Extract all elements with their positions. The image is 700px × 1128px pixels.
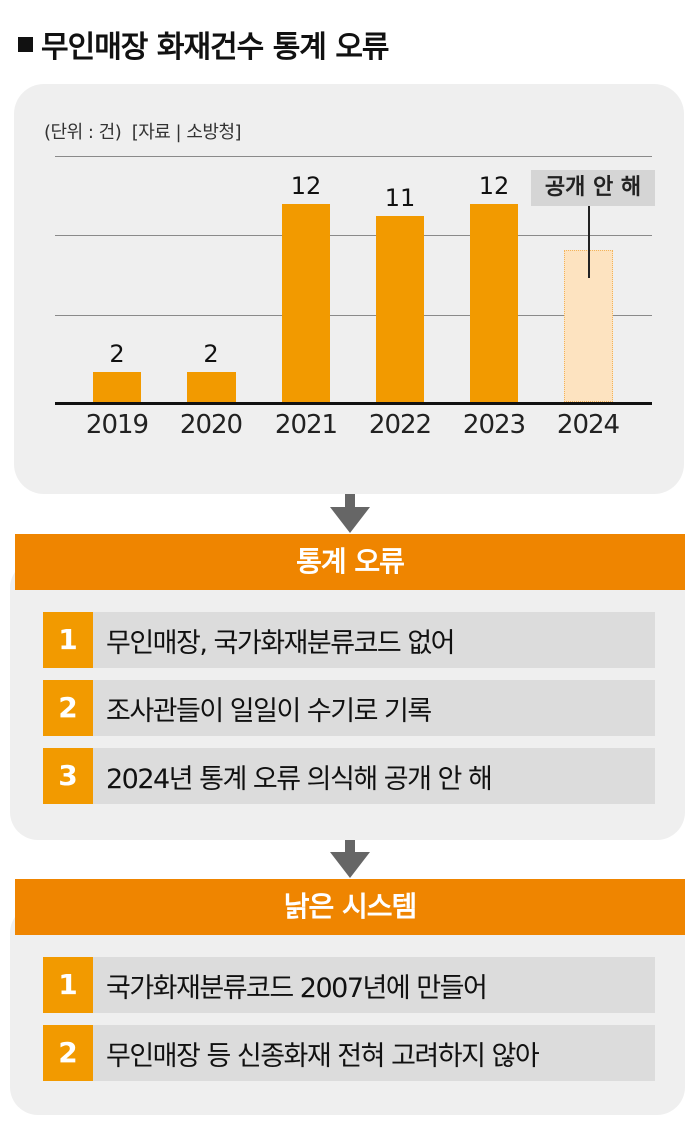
gridline [55,315,652,316]
item-number: 1 [43,612,93,668]
list-item: 2 조사관들이 일일이 수기로 기록 [43,680,655,736]
x-label-2022: 2022 [368,410,432,440]
arrow-stem [345,840,355,854]
bar-2022 [376,216,424,402]
section-heading-old-system: 낡은 시스템 [15,879,685,935]
gridline [55,235,652,236]
section-heading-statistics-error: 통계 오류 [15,534,685,590]
item-text: 무인매장 등 신종화재 전혀 고려하지 않아 [106,1040,540,1072]
gridline [55,156,652,157]
x-axis [55,402,652,405]
item-number: 1 [43,957,93,1013]
item-text: 국가화재분류코드 2007년에 만들어 [106,972,488,1004]
x-label-2019: 2019 [85,410,149,440]
x-label-2020: 2020 [179,410,243,440]
list-item: 1 국가화재분류코드 2007년에 만들어 [43,957,655,1013]
list-item: 2 무인매장 등 신종화재 전혀 고려하지 않아 [43,1025,655,1081]
value-label-2022: 11 [384,184,416,212]
bar-2023 [470,204,518,402]
x-label-2024: 2024 [556,410,620,440]
item-number: 2 [43,1025,93,1081]
down-arrow-icon [330,852,370,878]
value-label-2020: 2 [203,340,219,368]
note-leader-line [588,206,590,278]
chart-source-line: (단위 : 건) [자료 | 소방청] [44,118,242,144]
item-text: 무인매장, 국가화재분류코드 없어 [106,627,456,659]
list-item: 1 무인매장, 국가화재분류코드 없어 [43,612,655,668]
item-number: 2 [43,680,93,736]
bar-2019 [93,372,141,402]
unit-label: (단위 : 건) [44,122,122,143]
list-item: 3 2024년 통계 오류 의식해 공개 안 해 [43,748,655,804]
item-text: 조사관들이 일일이 수기로 기록 [106,695,432,727]
title-text: 무인매장 화재건수 통계 오류 [41,30,390,65]
x-label-2021: 2021 [274,410,338,440]
source-label: [자료 | 소방청] [131,122,242,143]
value-label-2019: 2 [109,340,125,368]
bar-2020 [187,372,236,402]
square-bullet-icon [18,36,33,52]
value-label-2021: 12 [290,172,322,200]
bar-2021 [282,204,330,402]
page-title: 무인매장 화재건수 통계 오류 [18,22,390,66]
item-number: 3 [43,748,93,804]
x-label-2023: 2023 [462,410,526,440]
item-text: 2024년 통계 오류 의식해 공개 안 해 [106,763,493,795]
undisclosed-note: 공개 안 해 [531,170,655,206]
arrow-stem [345,494,355,508]
value-label-2023: 12 [478,172,510,200]
down-arrow-icon [330,507,370,533]
